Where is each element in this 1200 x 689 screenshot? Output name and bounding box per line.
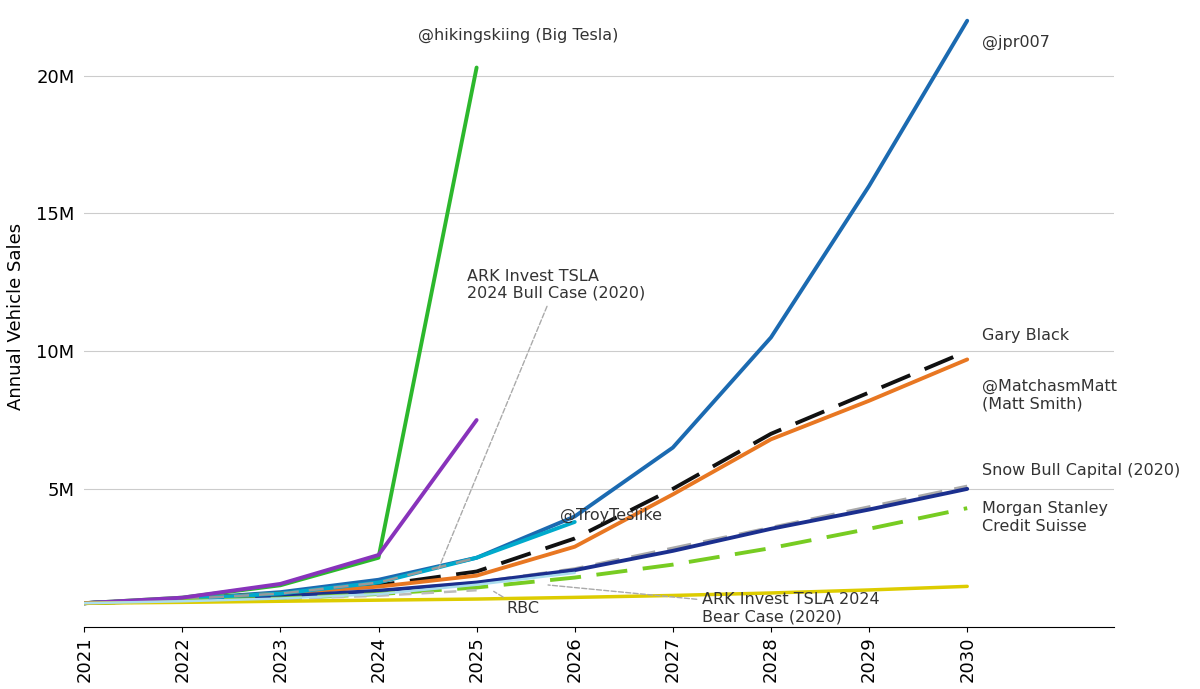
Text: @TroyTeslike: @TroyTeslike [560,508,662,524]
Text: ARK Invest TSLA
2024 Bull Case (2020): ARK Invest TSLA 2024 Bull Case (2020) [438,269,646,569]
Text: @MatchasmMatt
(Matt Smith): @MatchasmMatt (Matt Smith) [982,379,1117,411]
Text: RBC: RBC [493,591,539,616]
Text: Gary Black: Gary Black [982,328,1069,343]
Y-axis label: Annual Vehicle Sales: Annual Vehicle Sales [7,223,25,411]
Text: @jpr007: @jpr007 [982,34,1050,50]
Text: @hikingskiing (Big Tesla): @hikingskiing (Big Tesla) [418,28,618,43]
Text: Snow Bull Capital (2020): Snow Bull Capital (2020) [982,463,1180,478]
Text: Morgan Stanley
Credit Suisse: Morgan Stanley Credit Suisse [982,502,1108,534]
Text: ARK Invest TSLA 2024
Bear Case (2020): ARK Invest TSLA 2024 Bear Case (2020) [548,585,880,624]
